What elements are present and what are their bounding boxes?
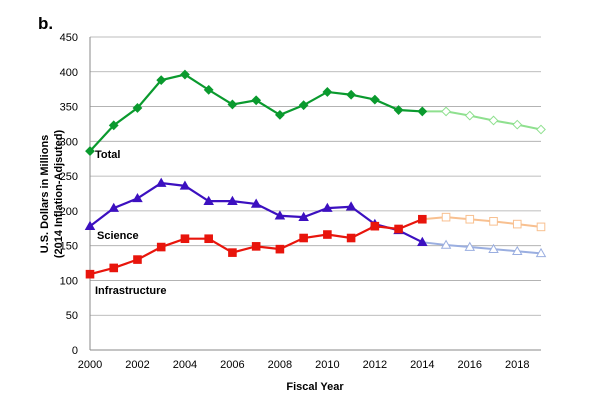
data-point-total <box>132 103 143 113</box>
x-tick-label: 2004 <box>173 359 197 371</box>
data-point-infrastructure <box>85 269 95 279</box>
x-tick-label: 2008 <box>268 359 292 371</box>
projection-point-total <box>512 119 523 130</box>
data-point-total <box>227 99 238 110</box>
x-tick-label: 2006 <box>220 359 244 371</box>
projection-point-infrastructure <box>489 217 498 226</box>
projection-line-infrastructure <box>422 216 542 228</box>
data-point-total <box>369 94 380 105</box>
data-point-science <box>227 195 238 205</box>
projection-point-science <box>464 241 476 251</box>
data-point-infrastructure <box>299 233 308 243</box>
series-label-science: Science <box>97 230 139 242</box>
projection-point-infrastructure <box>512 219 522 229</box>
y-axis-title: U.S. Dollars in Millions (2014 Inflation… <box>39 129 65 258</box>
y-axis-title-line-1: U.S. Dollars in Millions <box>39 135 51 254</box>
data-point-total <box>251 95 262 106</box>
x-tick-label: 2002 <box>125 359 149 371</box>
data-point-total <box>346 89 357 100</box>
y-tick-label: 50 <box>66 310 78 322</box>
data-point-infrastructure <box>156 242 166 252</box>
data-point-total <box>322 87 333 97</box>
data-point-science <box>298 211 309 221</box>
data-point-total <box>108 120 119 131</box>
data-point-science <box>322 202 333 212</box>
y-tick-label: 250 <box>60 171 78 183</box>
data-point-science <box>417 236 428 246</box>
data-point-total <box>298 100 309 111</box>
projection-point-total <box>464 110 475 121</box>
data-point-total <box>180 69 190 80</box>
y-tick-label: 400 <box>60 67 78 79</box>
projection-point-infrastructure <box>536 222 546 232</box>
y-tick-label: 450 <box>60 32 78 44</box>
y-tick-label: 0 <box>72 345 78 357</box>
projection-point-total <box>536 124 546 135</box>
data-point-science <box>250 198 262 208</box>
data-point-infrastructure <box>228 248 237 257</box>
data-point-total <box>417 106 428 117</box>
data-point-science <box>108 202 119 212</box>
axes <box>89 37 541 351</box>
data-point-total <box>393 105 404 115</box>
data-point-science <box>203 195 214 205</box>
data-point-total <box>85 146 95 156</box>
data-point-infrastructure <box>370 221 380 231</box>
data-point-infrastructure <box>180 234 190 244</box>
projection-point-total <box>488 115 499 126</box>
data-point-science <box>155 177 167 187</box>
data-point-science <box>345 201 357 211</box>
data-point-infrastructure <box>133 255 142 264</box>
projection-point-infrastructure <box>465 214 475 224</box>
data-point-infrastructure <box>109 263 119 273</box>
gridlines <box>90 36 541 316</box>
x-tick-label: 2018 <box>505 359 529 371</box>
x-axis-title: Fiscal Year <box>286 381 344 393</box>
projection-point-science <box>440 239 452 249</box>
projection-line-science <box>422 241 542 255</box>
y-tick-labels: 0 50 100 150 200 250 300 350 400 450 <box>60 32 78 357</box>
projection-point-science <box>535 247 547 258</box>
data-point-infrastructure <box>394 224 403 234</box>
y-axis-title-line-2: (2014 Inflation-Adjsuted) <box>53 129 65 258</box>
data-point-infrastructure <box>323 230 332 239</box>
data-point-science <box>84 220 96 230</box>
projection-point-science <box>512 245 523 256</box>
data-point-science <box>179 180 191 190</box>
series-line-total <box>89 73 423 152</box>
series-label-infrastructure: Infrastructure <box>95 285 167 297</box>
projection-point-infrastructure <box>441 212 451 222</box>
x-tick-label: 2000 <box>78 359 102 371</box>
panel-label: b. <box>38 14 53 33</box>
x-tick-label: 2016 <box>458 359 482 371</box>
data-point-infrastructure <box>251 242 261 251</box>
projection-point-total <box>441 106 451 117</box>
x-tick-label: 2014 <box>410 359 434 371</box>
y-tick-label: 150 <box>60 241 78 253</box>
x-tick-label: 2010 <box>315 359 339 371</box>
x-tick-label: 2012 <box>363 359 387 371</box>
y-tick-label: 200 <box>60 206 78 218</box>
data-point-infrastructure <box>275 244 285 254</box>
data-point-total <box>156 75 167 86</box>
y-tick-label: 100 <box>60 275 78 287</box>
x-tick-labels: 2000 2002 2004 2006 2008 2010 2012 2014 2016 2018 <box>78 359 530 371</box>
series-layer <box>84 69 547 279</box>
data-point-infrastructure <box>346 233 356 243</box>
data-point-infrastructure <box>204 234 213 244</box>
data-point-total <box>274 109 285 120</box>
series-line-science <box>89 181 423 244</box>
data-point-science <box>274 210 286 220</box>
projection-line-total <box>422 110 542 131</box>
data-point-infrastructure <box>418 214 427 224</box>
series-labels: Total Science Infrastructure <box>95 149 167 297</box>
series-label-total: Total <box>95 149 120 161</box>
data-point-science <box>132 192 143 203</box>
y-tick-label: 350 <box>60 102 78 114</box>
projection-point-science <box>488 243 499 253</box>
y-tick-label: 300 <box>60 136 78 148</box>
data-point-total <box>203 84 214 95</box>
